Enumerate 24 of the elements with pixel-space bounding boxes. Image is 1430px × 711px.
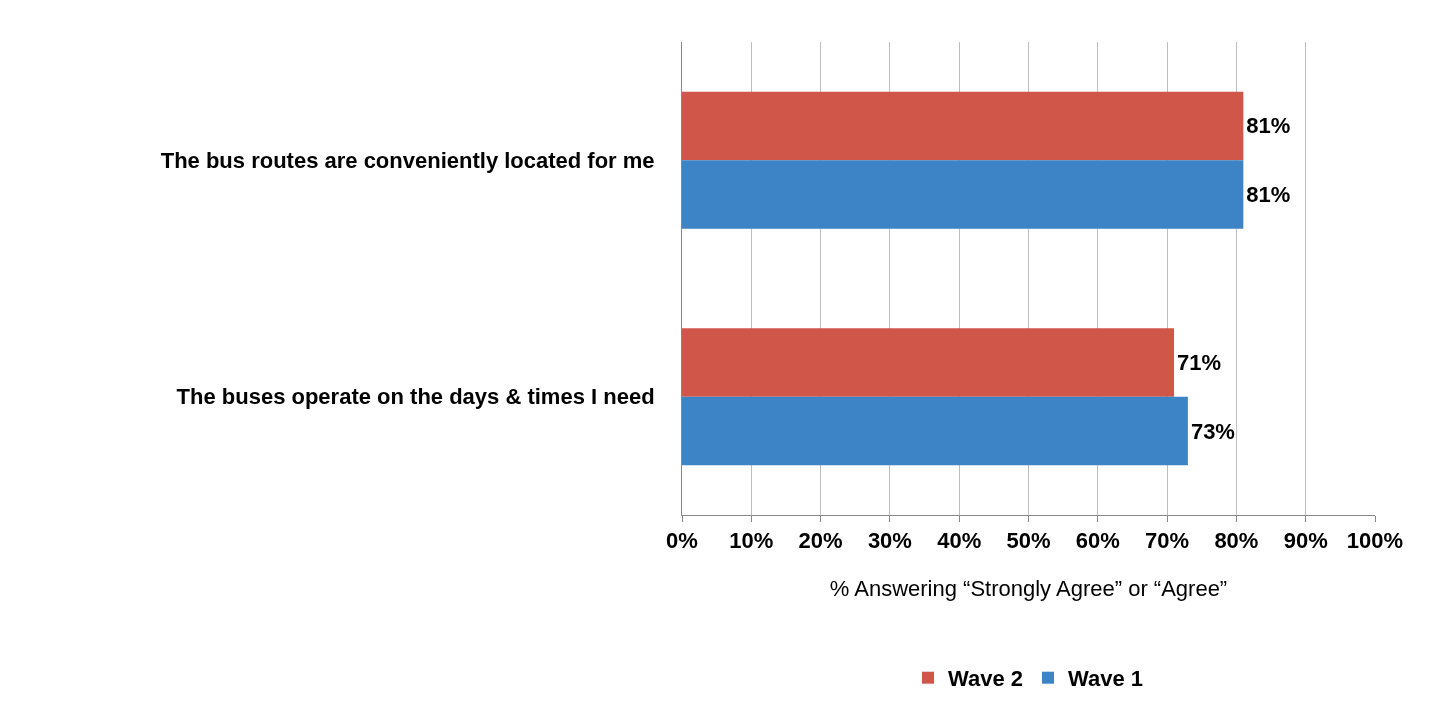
data-label: 71% — [1177, 349, 1222, 375]
x-tick-label: 0% — [666, 528, 698, 554]
x-tick-label: 60% — [1075, 528, 1120, 554]
y-tick-label: The buses operate on the days & times I need — [176, 384, 655, 410]
x-tick-label: 70% — [1145, 528, 1190, 554]
data-label: 81% — [1246, 113, 1291, 139]
x-tick-label: 50% — [1006, 528, 1051, 554]
x-tick-label: 10% — [729, 528, 774, 554]
bar — [682, 91, 1244, 161]
bar — [682, 328, 1175, 397]
legend-label: Wave 2 — [948, 666, 1024, 692]
x-tick-label: 30% — [867, 528, 912, 554]
x-tick-label: 100% — [1346, 528, 1404, 554]
legend-label: Wave 1 — [1068, 666, 1144, 692]
x-axis-title: % Answering “Strongly Agree” or “Agree” — [829, 576, 1228, 602]
x-tick-label: 40% — [937, 528, 982, 554]
data-label: 73% — [1190, 418, 1235, 444]
x-tick-label: 90% — [1283, 528, 1328, 554]
y-tick-label: The bus routes are conveniently located for me — [160, 147, 655, 173]
x-tick-label: 20% — [798, 528, 843, 554]
bar — [682, 160, 1244, 229]
bar — [682, 396, 1188, 466]
data-label: 81% — [1246, 182, 1291, 208]
x-tick-label: 80% — [1214, 528, 1259, 554]
